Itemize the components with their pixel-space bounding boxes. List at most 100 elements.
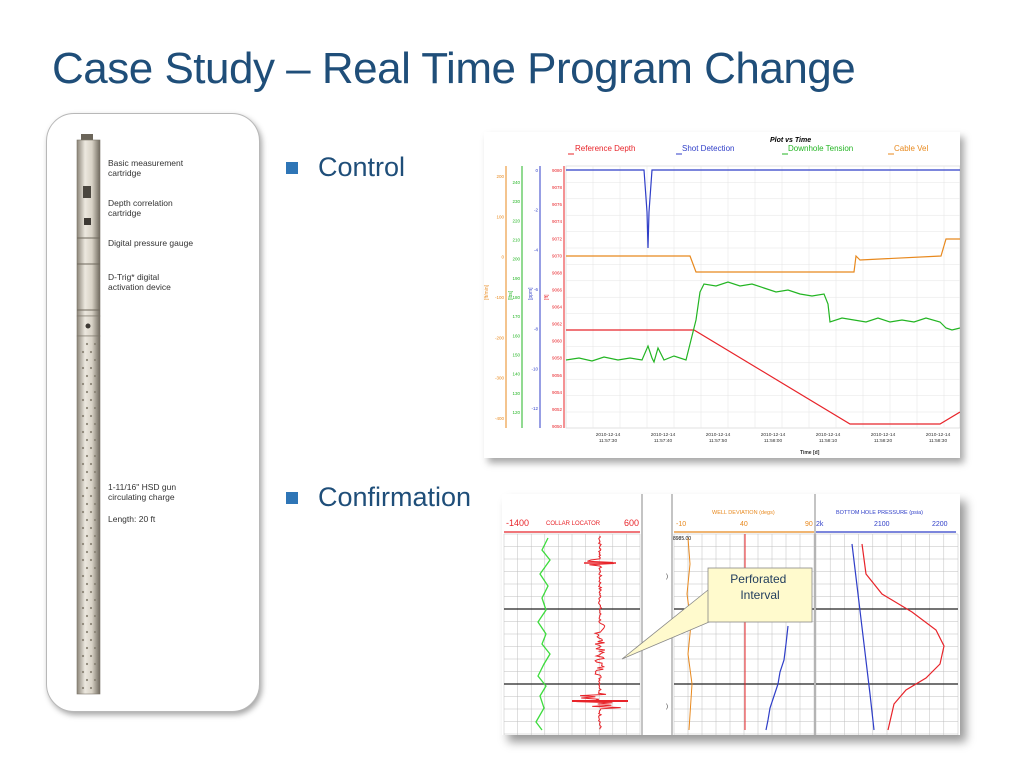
perforation-hole bbox=[89, 542, 93, 546]
axis-unit-ftmin: [ft/min] bbox=[484, 284, 490, 300]
slide-title: Case Study – Real Time Program Change bbox=[52, 44, 856, 93]
log-panel-frame: -1400 COLLAR LOCATOR 600 -10 WELL DEVIAT… bbox=[502, 494, 960, 735]
track3-mid-scale: 2100 bbox=[874, 521, 890, 528]
perforation-hole bbox=[93, 358, 97, 362]
curve-deviation-blue bbox=[765, 625, 789, 731]
perforation-hole bbox=[85, 582, 89, 586]
track2-mid-scale: 40 bbox=[740, 521, 748, 528]
perforation-hole bbox=[85, 438, 89, 442]
bullet-control-text: Control bbox=[318, 152, 406, 182]
perforation-hole bbox=[89, 382, 93, 386]
perforation-hole bbox=[93, 582, 97, 586]
axis-tick-cable-vel: -300 bbox=[495, 376, 505, 381]
perforation-hole bbox=[93, 438, 97, 442]
x-tick-label: 2010-12-14 11:57:40 bbox=[651, 432, 676, 444]
axis-tick-depth: 9080 bbox=[552, 168, 563, 173]
axis-tick-shot: -4 bbox=[534, 247, 538, 252]
perforation-hole bbox=[81, 654, 85, 658]
perforation-hole bbox=[89, 366, 93, 370]
perforation-hole bbox=[81, 414, 85, 418]
x-tick-label: 2010-12-14 11:57:50 bbox=[706, 432, 731, 444]
tool-label-pressure-gauge: Digital pressure gauge bbox=[108, 238, 194, 248]
series-reference-depth bbox=[566, 329, 961, 425]
track3-left-scale: 2k bbox=[816, 521, 824, 528]
axis-tick-shot: -8 bbox=[534, 327, 538, 332]
callout-text: Perforated Interval bbox=[730, 572, 789, 602]
perforation-hole bbox=[93, 470, 97, 474]
depth-label: 8985.00 bbox=[673, 536, 691, 542]
perforation-hole bbox=[89, 638, 93, 642]
track2-right-scale: 90 bbox=[805, 521, 813, 528]
perforation-hole bbox=[89, 590, 93, 594]
depth-tick-mark: ) bbox=[666, 574, 668, 580]
callout-line-1: Perforated bbox=[730, 572, 786, 586]
perforation-hole bbox=[93, 406, 97, 410]
track3-title: BOTTOM HOLE PRESSURE (psia) bbox=[836, 510, 923, 516]
perforation-hole bbox=[89, 494, 93, 498]
axis-tick-tension: 180 bbox=[512, 295, 520, 300]
perforation-hole bbox=[81, 366, 85, 370]
perforation-hole bbox=[81, 462, 85, 466]
axis-tick-shot: -10 bbox=[531, 366, 538, 371]
axis-tick-depth: 9054 bbox=[552, 390, 563, 395]
legend-shot-detection: Shot Detection bbox=[682, 144, 734, 153]
axis-tick-depth: 9050 bbox=[552, 424, 563, 429]
perforation-hole bbox=[85, 646, 89, 650]
perforation-hole bbox=[85, 662, 89, 666]
axis-tick-depth: 9052 bbox=[552, 407, 563, 412]
perforation-hole bbox=[93, 614, 97, 618]
axis-tick-tension: 200 bbox=[512, 257, 520, 262]
perforation-hole bbox=[89, 654, 93, 658]
axis-tick-depth: 9070 bbox=[552, 253, 563, 258]
axis-tick-tension: 150 bbox=[512, 353, 520, 358]
perforation-hole bbox=[89, 350, 93, 354]
perforation-hole bbox=[93, 518, 97, 522]
perforation-hole bbox=[81, 478, 85, 482]
axis-tick-depth: 9060 bbox=[552, 339, 563, 344]
perforation-hole bbox=[93, 566, 97, 570]
perforation-hole bbox=[93, 630, 97, 634]
bullet-control: Control bbox=[286, 152, 405, 183]
perforation-hole bbox=[89, 606, 93, 610]
curve-pressure-red bbox=[861, 543, 945, 731]
axis-tick-shot: -12 bbox=[531, 406, 538, 411]
perforation-hole bbox=[89, 558, 93, 562]
track1-right-scale: 600 bbox=[624, 518, 639, 528]
perforation-hole bbox=[81, 590, 85, 594]
perforation-hole bbox=[89, 670, 93, 674]
axis-tick-tension: 130 bbox=[512, 391, 520, 396]
axis-tick-depth: 9062 bbox=[552, 322, 563, 327]
tool-label-hsd-gun: 1-11/16" HSD gun circulating charge bbox=[108, 482, 177, 502]
perforation-hole bbox=[93, 342, 97, 346]
axis-tick-depth: 9064 bbox=[552, 305, 563, 310]
perforation-hole bbox=[93, 390, 97, 394]
tool-label-length: Length: 20 ft bbox=[108, 514, 156, 524]
axis-tick-tension: 230 bbox=[512, 199, 520, 204]
perforation-hole bbox=[93, 502, 97, 506]
x-tick-label: 2010-12-14 11:58:10 bbox=[816, 432, 841, 444]
series-downhole-tension bbox=[565, 281, 961, 364]
perforation-hole bbox=[85, 614, 89, 618]
axis-tick-depth: 9058 bbox=[552, 356, 563, 361]
perforation-hole bbox=[93, 646, 97, 650]
perforation-hole bbox=[81, 574, 85, 578]
axis-tick-depth: 9076 bbox=[552, 202, 563, 207]
axis-tick-tension: 210 bbox=[512, 238, 520, 243]
perforation-hole bbox=[89, 462, 93, 466]
perforation-hole bbox=[89, 478, 93, 482]
perforation-hole bbox=[85, 358, 89, 362]
perforation-hole bbox=[81, 446, 85, 450]
axis-tick-tension: 120 bbox=[512, 410, 520, 415]
perforation-hole bbox=[85, 454, 89, 458]
perforation-hole bbox=[89, 574, 93, 578]
perforation-hole bbox=[81, 430, 85, 434]
perforation-hole bbox=[93, 486, 97, 490]
track2-left-scale: -10 bbox=[676, 521, 686, 528]
axis-tick-depth: 9078 bbox=[552, 185, 563, 190]
bullet-square-icon bbox=[286, 491, 298, 504]
axis-tick-shot: 0 bbox=[535, 168, 538, 173]
perforation-hole bbox=[85, 678, 89, 682]
perforation-hole bbox=[85, 534, 89, 538]
axis-tick-depth: 9066 bbox=[552, 287, 563, 292]
legend-reference-depth: Reference Depth bbox=[575, 144, 635, 153]
